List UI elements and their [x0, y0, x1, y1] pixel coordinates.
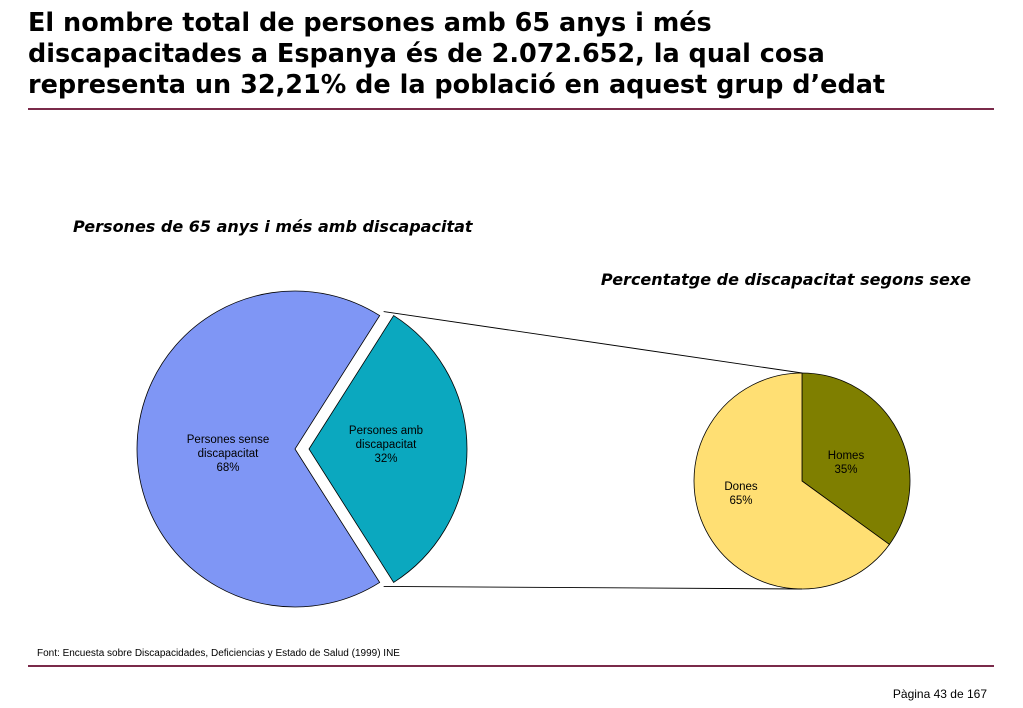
pie-slice-homes [801, 372, 911, 546]
page-number: Pàgina 43 de 167 [892, 687, 987, 701]
title-divider [28, 108, 994, 110]
slice-label-homes: Homes 35% [828, 450, 865, 476]
connector-line-top [383, 311, 803, 374]
left-chart-title: Persones de 65 anys i més amb discapacit… [73, 217, 473, 236]
connector-line-bottom [383, 585, 803, 590]
right-chart-title: Percentatge de discapacitat segons sexe [600, 270, 971, 289]
title-line: representa un 32,21% de la població en a… [28, 70, 886, 100]
pie-slice-dones [693, 372, 890, 590]
slice-label-sense: Persones sense discapacitat 68% [187, 434, 269, 474]
title-line: discapacitades a Espanya és de 2.072.652… [28, 39, 825, 69]
page-title: El nombre total de persones amb 65 anys … [28, 8, 1008, 101]
footer-divider [28, 665, 994, 667]
title-line: El nombre total de persones amb 65 anys … [28, 8, 712, 38]
slice-label-amb: Persones amb discapacitat 32% [349, 425, 423, 465]
source-note: Font: Encuesta sobre Discapacidades, Def… [37, 648, 400, 659]
slice-label-dones: Dones 65% [724, 481, 757, 507]
pie-slice-persones-amb-discapacitat [308, 315, 468, 583]
pie-slice-persones-sense-discapacitat [136, 290, 381, 608]
